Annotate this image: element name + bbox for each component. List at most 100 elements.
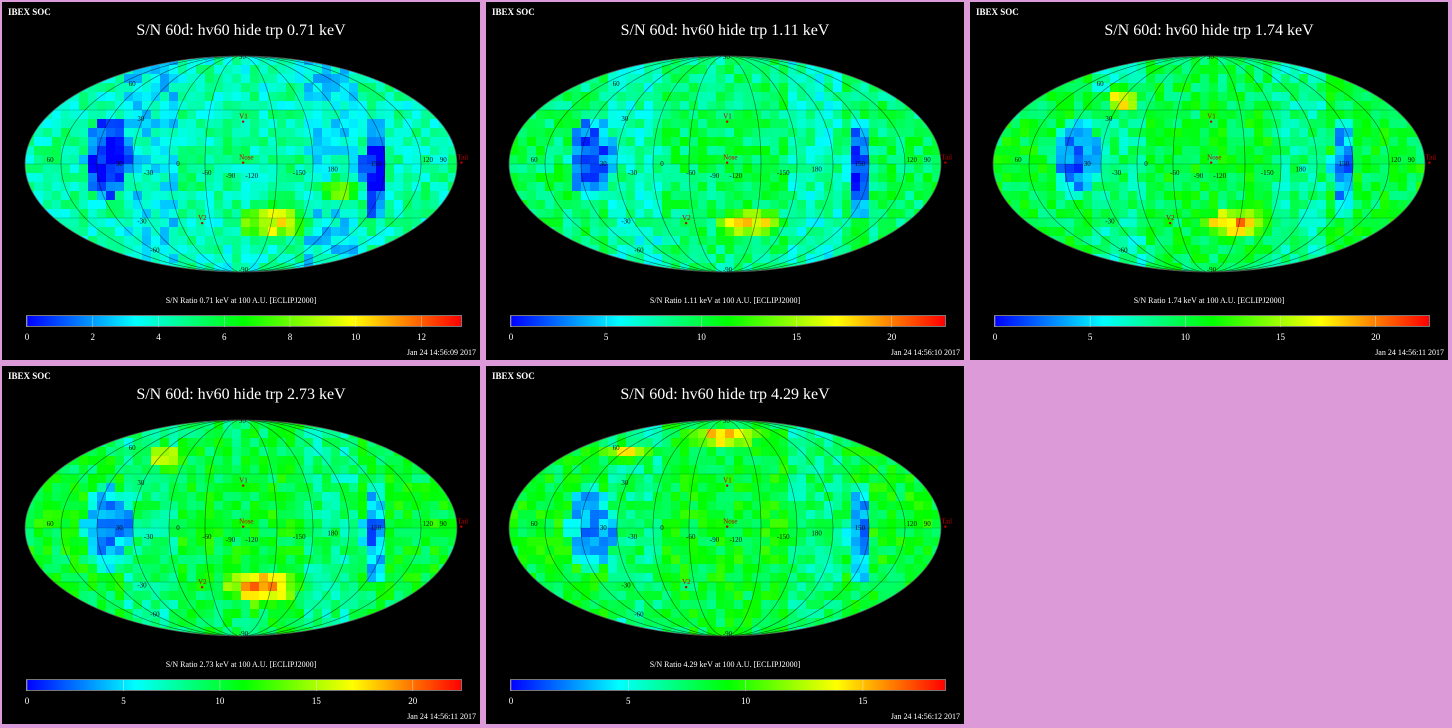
longitude-label: 0: [1144, 160, 1148, 168]
map-pixel: [160, 227, 170, 237]
map-pixel: [1110, 101, 1120, 111]
map-pixel: [43, 137, 53, 147]
map-pixel: [1146, 128, 1156, 138]
map-pixel: [1047, 173, 1057, 183]
map-pixel: [160, 236, 170, 246]
map-pixel: [1362, 128, 1372, 138]
map-pixel: [770, 65, 780, 75]
map-pixel: [304, 218, 314, 228]
map-pixel: [1281, 200, 1291, 210]
map-pixel: [385, 200, 395, 210]
map-pixel: [536, 182, 546, 192]
map-pixel: [304, 519, 314, 529]
map-pixel: [394, 209, 404, 219]
map-pixel: [1137, 65, 1147, 75]
map-pixel: [797, 74, 807, 84]
map-pixel: [43, 555, 53, 565]
map-pixel: [115, 155, 125, 165]
map-pixel: [358, 438, 368, 448]
map-pixel: [1092, 137, 1102, 147]
map-pixel: [1326, 182, 1336, 192]
map-pixel: [205, 537, 215, 547]
map-pixel: [430, 501, 440, 511]
map-pixel: [1191, 137, 1201, 147]
map-pixel: [151, 182, 161, 192]
map-pixel: [286, 110, 296, 120]
map-pixel: [286, 218, 296, 228]
map-pixel: [806, 101, 816, 111]
map-pixel: [869, 209, 879, 219]
map-pixel: [205, 510, 215, 520]
map-pixel: [277, 591, 287, 601]
map-pixel: [286, 528, 296, 538]
map-pixel: [734, 137, 744, 147]
map-pixel: [1344, 128, 1354, 138]
map-pixel: [734, 128, 744, 138]
map-pixel: [34, 164, 44, 174]
map-pixel: [689, 173, 699, 183]
map-pixel: [349, 600, 359, 610]
map-pixel: [1398, 146, 1408, 156]
map-pixel: [70, 456, 80, 466]
map-pixel: [97, 564, 107, 574]
map-pixel: [1254, 236, 1264, 246]
map-pixel: [1074, 74, 1084, 84]
map-pixel: [527, 182, 537, 192]
map-pixel: [178, 573, 188, 583]
map-pixel: [1263, 101, 1273, 111]
map-pixel: [905, 209, 915, 219]
map-pixel: [376, 110, 386, 120]
map-pixel: [133, 173, 143, 183]
map-pixel: [187, 209, 197, 219]
map-pixel: [563, 182, 573, 192]
map-pixel: [842, 155, 852, 165]
map-pixel: [1173, 110, 1183, 120]
map-pixel: [151, 173, 161, 183]
map-pixel: [1254, 173, 1264, 183]
map-pixel: [1137, 137, 1147, 147]
timestamp: Jan 24 14:56:09 2017: [406, 348, 476, 357]
map-pixel: [1173, 56, 1183, 66]
map-pixel: [1047, 92, 1057, 102]
map-pixel: [1317, 101, 1327, 111]
map-pixel: [1335, 128, 1345, 138]
map-pixel: [403, 510, 413, 520]
map-pixel: [572, 128, 582, 138]
map-pixel: [241, 218, 251, 228]
map-pixel: [358, 74, 368, 84]
map-pixel: [833, 209, 843, 219]
map-pixel: [833, 101, 843, 111]
map-pixel: [1353, 92, 1363, 102]
map-pixel: [178, 483, 188, 493]
map-pixel: [626, 101, 636, 111]
map-pixel: [295, 164, 305, 174]
map-pixel: [788, 74, 798, 84]
map-pixel: [34, 155, 44, 165]
map-pixel: [421, 555, 431, 565]
map-pixel: [1209, 92, 1219, 102]
map-pixel: [860, 173, 870, 183]
map-pixel: [698, 209, 708, 219]
map-pixel: [635, 200, 645, 210]
map-pixel: [232, 420, 242, 430]
map-pixel: [268, 474, 278, 484]
map-pixel: [1182, 200, 1192, 210]
map-pixel: [385, 92, 395, 102]
map-pixel: [349, 564, 359, 574]
map-pixel: [367, 164, 377, 174]
map-pixel: [214, 528, 224, 538]
map-pixel: [1164, 137, 1174, 147]
map-pixel: [178, 128, 188, 138]
map-pixel: [232, 236, 242, 246]
map-pixel: [241, 564, 251, 574]
longitude-label: -150: [293, 533, 306, 541]
map-pixel: [178, 164, 188, 174]
map-pixel: [1191, 74, 1201, 84]
map-pixel: [1164, 236, 1174, 246]
map-pixel: [896, 209, 906, 219]
map-pixel: [340, 83, 350, 93]
map-pixel: [1227, 173, 1237, 183]
map-pixel: [1236, 146, 1246, 156]
map-pixel: [367, 218, 377, 228]
map-pixel: [815, 429, 825, 439]
